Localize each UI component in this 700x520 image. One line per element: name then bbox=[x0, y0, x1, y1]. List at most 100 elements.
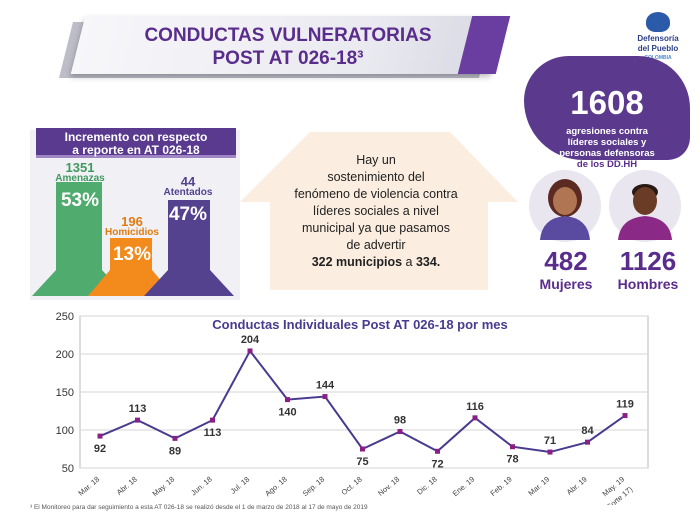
increase-panel-title-line1: Incremento con respecto bbox=[64, 130, 208, 144]
municipios-before: 322 municipios bbox=[311, 255, 403, 269]
data-label: 72 bbox=[431, 458, 443, 470]
woman-avatar-icon bbox=[529, 170, 601, 242]
x-tick-label: Dic. 18 bbox=[415, 475, 439, 497]
x-tick-label: Feb. 19 bbox=[489, 475, 514, 498]
y-tick-label: 200 bbox=[56, 349, 74, 361]
data-point bbox=[97, 433, 103, 439]
aggression-total: 1608 bbox=[570, 84, 644, 121]
footnote: ³ El Monitoreo para dar seguimiento a es… bbox=[30, 504, 368, 511]
chart-title: Conductas Individuales Post AT 026-18 po… bbox=[212, 317, 507, 332]
data-label: 144 bbox=[316, 380, 335, 392]
increase-panel-header bbox=[36, 128, 236, 158]
x-tick-label: Ago. 18 bbox=[263, 475, 289, 499]
x-tick-label: Oct. 18 bbox=[339, 475, 363, 497]
women-count: 482 bbox=[544, 246, 588, 276]
x-tick-label: Ene. 19 bbox=[451, 475, 477, 499]
x-tick-label: Jul. 18 bbox=[229, 475, 252, 496]
increase-bars bbox=[32, 182, 234, 296]
y-axis-ticks: 50 100 150 200 250 bbox=[56, 311, 74, 475]
arrow-note-line2: sostenimiento del bbox=[327, 170, 425, 184]
atentados-percent: 47% bbox=[168, 204, 208, 225]
y-tick-label: 150 bbox=[56, 387, 74, 399]
municipios-after: 334. bbox=[415, 255, 441, 269]
x-tick-label: Jun. 18 bbox=[189, 475, 214, 498]
arrow-note-line7: 322 municipios a 334. bbox=[276, 254, 476, 271]
data-point bbox=[172, 435, 178, 441]
y-tick-label: 100 bbox=[56, 425, 74, 437]
data-label: 113 bbox=[204, 427, 222, 439]
data-point bbox=[322, 394, 328, 400]
aggression-line4: de los DD.HH bbox=[576, 159, 638, 170]
data-label: 204 bbox=[241, 334, 260, 346]
data-point bbox=[210, 417, 215, 423]
page-title-line1: CONDUCTAS VULNERATORIAS bbox=[144, 25, 432, 46]
logo-line3: COLOMBIA bbox=[644, 55, 672, 61]
x-tick-label: Nov. 18 bbox=[376, 475, 401, 498]
data-point bbox=[472, 415, 478, 421]
increase-panel-header-border bbox=[36, 155, 236, 158]
arrow-note-line6: de advertir bbox=[346, 238, 406, 252]
aggression-line2: líderes sociales y bbox=[567, 137, 647, 148]
logo-line1: Defensoría bbox=[637, 34, 679, 43]
amenazas-bar bbox=[32, 182, 126, 296]
x-tick-label: May. 18 bbox=[150, 475, 176, 499]
data-label: 98 bbox=[394, 415, 406, 427]
x-tick-label: Mar. 18 bbox=[76, 475, 101, 498]
data-point bbox=[135, 417, 140, 423]
data-label: 78 bbox=[506, 454, 518, 466]
aggression-line1: agresiones contra bbox=[566, 126, 648, 137]
x-tick-label: Abr. 19 bbox=[565, 475, 589, 497]
y-tick-label: 50 bbox=[62, 463, 74, 475]
arrow-note-shape bbox=[240, 132, 518, 290]
data-label: 113 bbox=[129, 403, 147, 415]
monthly-line-chart: 50 100 150 200 250 Conductas Individuales Po… bbox=[56, 311, 649, 505]
data-point bbox=[247, 348, 253, 354]
x-tick-label: Mar. 19 bbox=[526, 475, 551, 498]
atentados-bar bbox=[144, 200, 234, 296]
men-label: Hombres bbox=[617, 276, 679, 292]
data-point bbox=[585, 439, 590, 445]
data-point bbox=[285, 397, 290, 403]
data-point bbox=[360, 446, 365, 452]
chart-grid bbox=[80, 315, 648, 469]
aggression-total-blob bbox=[524, 56, 690, 160]
y-tick-label: 250 bbox=[56, 311, 74, 323]
homicidios-percent: 13% bbox=[112, 244, 152, 265]
data-label: 84 bbox=[581, 425, 594, 437]
homicidios-label: Homicidios bbox=[105, 227, 159, 238]
data-label: 89 bbox=[169, 445, 181, 457]
page-title-line2: POST AT 026-18³ bbox=[212, 48, 364, 69]
data-label: 116 bbox=[466, 401, 484, 413]
amenazas-count: 1351 bbox=[65, 160, 95, 175]
homicidios-bar bbox=[88, 238, 174, 296]
data-label: 119 bbox=[616, 399, 634, 411]
data-point bbox=[435, 448, 440, 454]
amenazas-label: Amenazas bbox=[55, 173, 105, 184]
arrow-note-line3: fenómeno de violencia contra bbox=[294, 187, 458, 201]
data-label: 71 bbox=[544, 435, 556, 447]
men-count: 1126 bbox=[619, 246, 677, 276]
logo-icon bbox=[646, 12, 670, 32]
x-tick-label: Abr. 18 bbox=[115, 475, 139, 497]
atentados-label: Atentados bbox=[163, 187, 213, 198]
series-group: 92 113 89 113 204 140 144 75 98 72 116 78 71 84 119 bbox=[94, 334, 634, 470]
arrow-note-connector: a bbox=[402, 255, 416, 269]
amenazas-percent: 53% bbox=[60, 190, 100, 211]
x-tick-label: Sep. 18 bbox=[301, 475, 327, 499]
data-label: 92 bbox=[94, 443, 106, 455]
aggression-line3: personas defensoras bbox=[559, 148, 655, 159]
logo-line2: del Pueblo bbox=[637, 44, 679, 53]
arrow-note-line4: líderes sociales a nivel bbox=[313, 204, 439, 218]
increase-panel-title-line2: a reporte en AT 026-18 bbox=[72, 143, 200, 157]
x-axis-ticks: Mar. 18 Abr. 18 May. 18 Jun. 18 Jul. 18 Ago. … bbox=[76, 475, 634, 505]
homicidios-count: 196 bbox=[121, 214, 143, 229]
women-label: Mujeres bbox=[539, 276, 593, 292]
atentados-count: 44 bbox=[180, 174, 196, 189]
data-label: 140 bbox=[278, 407, 296, 419]
arrow-note-line5: municipal ya que pasamos bbox=[302, 221, 450, 235]
arrow-note-line1: Hay un bbox=[356, 153, 396, 167]
data-point bbox=[397, 429, 403, 435]
data-label: 75 bbox=[356, 456, 368, 468]
data-point bbox=[510, 444, 515, 450]
man-avatar-icon bbox=[609, 170, 681, 242]
